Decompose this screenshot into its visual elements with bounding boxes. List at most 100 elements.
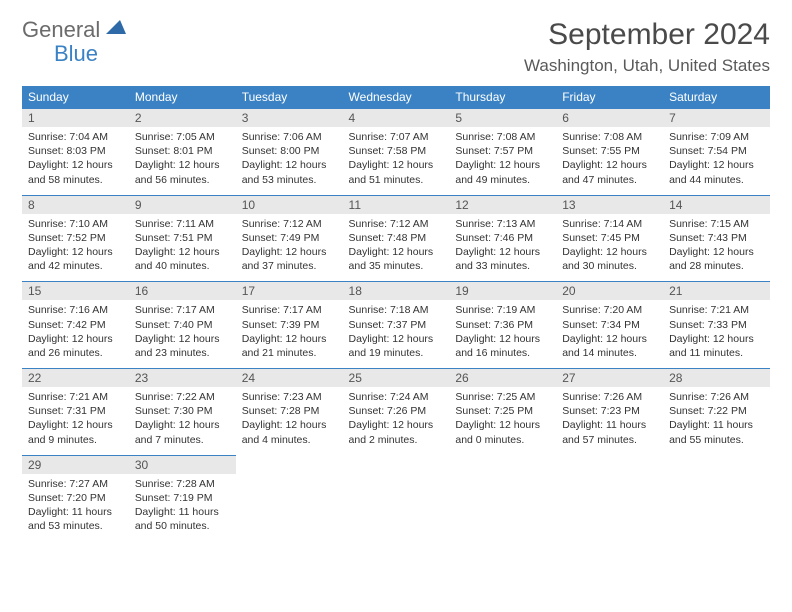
sunset: Sunset: 7:19 PM	[135, 491, 230, 505]
day-cell: 10Sunrise: 7:12 AMSunset: 7:49 PMDayligh…	[236, 195, 343, 282]
day-number: 9	[129, 195, 236, 214]
day-cell: 27Sunrise: 7:26 AMSunset: 7:23 PMDayligh…	[556, 368, 663, 455]
day-details: Sunrise: 7:13 AMSunset: 7:46 PMDaylight:…	[449, 214, 556, 282]
sunrise: Sunrise: 7:22 AM	[135, 390, 230, 404]
weekday-header: Thursday	[449, 86, 556, 108]
day-details: Sunrise: 7:17 AMSunset: 7:39 PMDaylight:…	[236, 300, 343, 368]
day-details: Sunrise: 7:12 AMSunset: 7:49 PMDaylight:…	[236, 214, 343, 282]
daylight: Daylight: 12 hours and 11 minutes.	[669, 332, 764, 360]
sunrise: Sunrise: 7:12 AM	[242, 217, 337, 231]
day-details: Sunrise: 7:21 AMSunset: 7:33 PMDaylight:…	[663, 300, 770, 368]
sunset: Sunset: 7:23 PM	[562, 404, 657, 418]
day-cell: 14Sunrise: 7:15 AMSunset: 7:43 PMDayligh…	[663, 195, 770, 282]
day-cell: 26Sunrise: 7:25 AMSunset: 7:25 PMDayligh…	[449, 368, 556, 455]
day-details: Sunrise: 7:21 AMSunset: 7:31 PMDaylight:…	[22, 387, 129, 455]
daylight: Daylight: 12 hours and 42 minutes.	[28, 245, 123, 273]
sunset: Sunset: 7:40 PM	[135, 318, 230, 332]
day-cell: 9Sunrise: 7:11 AMSunset: 7:51 PMDaylight…	[129, 195, 236, 282]
day-details: Sunrise: 7:26 AMSunset: 7:23 PMDaylight:…	[556, 387, 663, 455]
day-details: Sunrise: 7:06 AMSunset: 8:00 PMDaylight:…	[236, 127, 343, 195]
day-cell	[343, 455, 450, 542]
daylight: Daylight: 12 hours and 44 minutes.	[669, 158, 764, 186]
title-block: September 2024 Washington, Utah, United …	[524, 18, 770, 76]
day-details: Sunrise: 7:09 AMSunset: 7:54 PMDaylight:…	[663, 127, 770, 195]
day-cell: 13Sunrise: 7:14 AMSunset: 7:45 PMDayligh…	[556, 195, 663, 282]
day-cell: 18Sunrise: 7:18 AMSunset: 7:37 PMDayligh…	[343, 281, 450, 368]
sunset: Sunset: 7:43 PM	[669, 231, 764, 245]
sunrise: Sunrise: 7:17 AM	[242, 303, 337, 317]
day-number	[449, 455, 556, 473]
day-details: Sunrise: 7:10 AMSunset: 7:52 PMDaylight:…	[22, 214, 129, 282]
day-cell: 6Sunrise: 7:08 AMSunset: 7:55 PMDaylight…	[556, 108, 663, 195]
week-row: 1Sunrise: 7:04 AMSunset: 8:03 PMDaylight…	[22, 108, 770, 195]
sunrise: Sunrise: 7:13 AM	[455, 217, 550, 231]
daylight: Daylight: 12 hours and 9 minutes.	[28, 418, 123, 446]
sunrise: Sunrise: 7:26 AM	[562, 390, 657, 404]
day-number: 23	[129, 368, 236, 387]
day-details: Sunrise: 7:25 AMSunset: 7:25 PMDaylight:…	[449, 387, 556, 455]
daylight: Daylight: 12 hours and 40 minutes.	[135, 245, 230, 273]
sunset: Sunset: 7:54 PM	[669, 144, 764, 158]
sunrise: Sunrise: 7:05 AM	[135, 130, 230, 144]
day-number: 17	[236, 281, 343, 300]
day-details: Sunrise: 7:07 AMSunset: 7:58 PMDaylight:…	[343, 127, 450, 195]
day-details: Sunrise: 7:05 AMSunset: 8:01 PMDaylight:…	[129, 127, 236, 195]
day-cell: 1Sunrise: 7:04 AMSunset: 8:03 PMDaylight…	[22, 108, 129, 195]
sunrise: Sunrise: 7:19 AM	[455, 303, 550, 317]
day-number: 12	[449, 195, 556, 214]
daylight: Daylight: 12 hours and 58 minutes.	[28, 158, 123, 186]
day-number	[343, 455, 450, 473]
day-cell: 25Sunrise: 7:24 AMSunset: 7:26 PMDayligh…	[343, 368, 450, 455]
day-cell: 16Sunrise: 7:17 AMSunset: 7:40 PMDayligh…	[129, 281, 236, 368]
day-details: Sunrise: 7:27 AMSunset: 7:20 PMDaylight:…	[22, 474, 129, 542]
day-number: 20	[556, 281, 663, 300]
day-number: 15	[22, 281, 129, 300]
sunrise: Sunrise: 7:08 AM	[455, 130, 550, 144]
day-cell: 17Sunrise: 7:17 AMSunset: 7:39 PMDayligh…	[236, 281, 343, 368]
daylight: Daylight: 11 hours and 55 minutes.	[669, 418, 764, 446]
day-number: 16	[129, 281, 236, 300]
day-number: 19	[449, 281, 556, 300]
day-cell: 19Sunrise: 7:19 AMSunset: 7:36 PMDayligh…	[449, 281, 556, 368]
day-number: 28	[663, 368, 770, 387]
day-cell: 20Sunrise: 7:20 AMSunset: 7:34 PMDayligh…	[556, 281, 663, 368]
day-details: Sunrise: 7:24 AMSunset: 7:26 PMDaylight:…	[343, 387, 450, 455]
sunset: Sunset: 7:45 PM	[562, 231, 657, 245]
daylight: Daylight: 12 hours and 56 minutes.	[135, 158, 230, 186]
sunrise: Sunrise: 7:27 AM	[28, 477, 123, 491]
daylight: Daylight: 12 hours and 14 minutes.	[562, 332, 657, 360]
day-cell: 2Sunrise: 7:05 AMSunset: 8:01 PMDaylight…	[129, 108, 236, 195]
day-details: Sunrise: 7:28 AMSunset: 7:19 PMDaylight:…	[129, 474, 236, 542]
day-details: Sunrise: 7:26 AMSunset: 7:22 PMDaylight:…	[663, 387, 770, 455]
daylight: Daylight: 12 hours and 26 minutes.	[28, 332, 123, 360]
day-number: 11	[343, 195, 450, 214]
sunrise: Sunrise: 7:10 AM	[28, 217, 123, 231]
day-number: 1	[22, 108, 129, 127]
daylight: Daylight: 12 hours and 49 minutes.	[455, 158, 550, 186]
day-number: 24	[236, 368, 343, 387]
daylight: Daylight: 11 hours and 53 minutes.	[28, 505, 123, 533]
day-cell: 21Sunrise: 7:21 AMSunset: 7:33 PMDayligh…	[663, 281, 770, 368]
daylight: Daylight: 12 hours and 16 minutes.	[455, 332, 550, 360]
day-number: 30	[129, 455, 236, 474]
sunrise: Sunrise: 7:06 AM	[242, 130, 337, 144]
daylight: Daylight: 12 hours and 4 minutes.	[242, 418, 337, 446]
sunset: Sunset: 7:31 PM	[28, 404, 123, 418]
weekday-row: SundayMondayTuesdayWednesdayThursdayFrid…	[22, 86, 770, 108]
logo: General Blue	[22, 18, 126, 66]
sunrise: Sunrise: 7:20 AM	[562, 303, 657, 317]
day-cell: 24Sunrise: 7:23 AMSunset: 7:28 PMDayligh…	[236, 368, 343, 455]
day-details: Sunrise: 7:23 AMSunset: 7:28 PMDaylight:…	[236, 387, 343, 455]
day-cell	[236, 455, 343, 542]
daylight: Daylight: 12 hours and 53 minutes.	[242, 158, 337, 186]
sunset: Sunset: 7:37 PM	[349, 318, 444, 332]
weekday-header: Monday	[129, 86, 236, 108]
day-cell: 12Sunrise: 7:13 AMSunset: 7:46 PMDayligh…	[449, 195, 556, 282]
logo-triangle-icon	[106, 20, 126, 34]
day-cell: 3Sunrise: 7:06 AMSunset: 8:00 PMDaylight…	[236, 108, 343, 195]
day-number: 26	[449, 368, 556, 387]
sunrise: Sunrise: 7:08 AM	[562, 130, 657, 144]
sunrise: Sunrise: 7:11 AM	[135, 217, 230, 231]
day-details: Sunrise: 7:16 AMSunset: 7:42 PMDaylight:…	[22, 300, 129, 368]
day-number: 13	[556, 195, 663, 214]
